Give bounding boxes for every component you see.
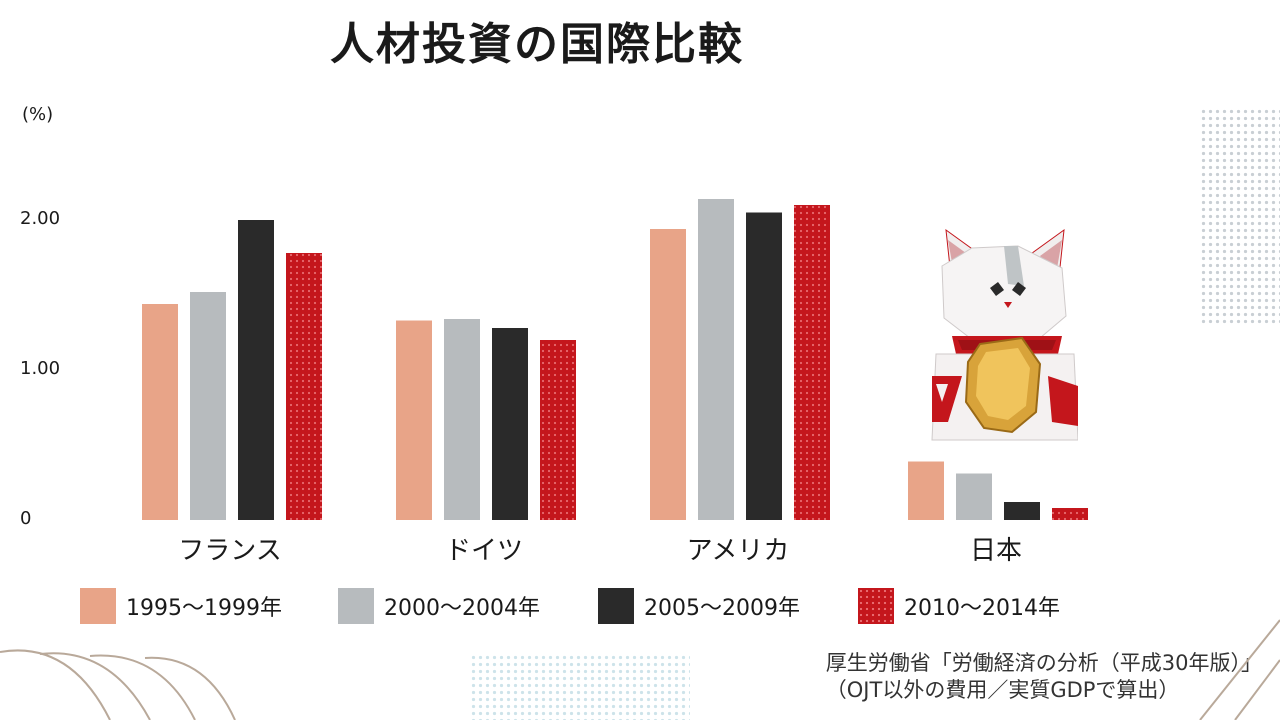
legend-label: 1995～1999年 xyxy=(126,596,282,621)
legend-item-2010-2014: 2010～2014年 xyxy=(858,588,1060,624)
category-label-usa: アメリカ xyxy=(686,536,790,566)
legend-swatch xyxy=(598,588,634,624)
decorative-dot-pattern xyxy=(1200,108,1280,324)
legend-item-1995-1999: 1995～1999年 xyxy=(80,588,282,624)
legend-item-2005-2009: 2005～2009年 xyxy=(598,588,800,624)
bar-0-1 xyxy=(190,292,226,520)
bar-0-3 xyxy=(286,253,322,520)
decorative-lines xyxy=(1199,619,1280,720)
bar-2-1 xyxy=(698,199,734,520)
decorative-arcs xyxy=(0,649,236,720)
source-note: 厚生労働省「労働経済の分析（平成30年版）」 （OJT以外の費用／実質GDPで算… xyxy=(826,650,1262,704)
bar-3-3 xyxy=(1052,508,1088,520)
bar-3-0 xyxy=(908,461,944,520)
bar-1-3 xyxy=(540,340,576,520)
bar-2-2 xyxy=(746,212,782,520)
legend-label: 2010～2014年 xyxy=(904,596,1060,621)
legend-swatch xyxy=(80,588,116,624)
source-line: （OJT以外の費用／実質GDPで算出） xyxy=(825,678,1180,702)
chart-title: 人材投資の国際比較 xyxy=(330,19,744,70)
legend-label: 2000～2004年 xyxy=(384,596,540,621)
bar-2-0 xyxy=(650,229,686,520)
decorative-dot-pattern xyxy=(470,654,690,720)
maneki-neko-icon xyxy=(931,228,1078,441)
category-label-france: フランス xyxy=(178,536,282,566)
legend-swatch xyxy=(338,588,374,624)
legend-item-2000-2004: 2000～2004年 xyxy=(338,588,540,624)
bar-3-2 xyxy=(1004,502,1040,520)
bar-0-0 xyxy=(142,304,178,520)
bar-1-2 xyxy=(492,328,528,520)
category-label-japan: 日本 xyxy=(969,536,1022,566)
y-tick-label: 2.00 xyxy=(20,208,61,229)
legend-swatch xyxy=(858,588,894,624)
y-tick-label: 0 xyxy=(20,508,32,529)
y-tick-label: 1.00 xyxy=(20,358,61,379)
bar-1-0 xyxy=(396,320,432,520)
y-axis-unit-label: (%) xyxy=(22,104,54,125)
bar-2-3 xyxy=(794,205,830,520)
bar-3-1 xyxy=(956,473,992,520)
bar-0-2 xyxy=(238,220,274,520)
category-label-germany: ドイツ xyxy=(444,536,523,566)
source-line: 厚生労働省「労働経済の分析（平成30年版）」 xyxy=(825,651,1262,675)
bar-1-1 xyxy=(444,319,480,520)
legend-label: 2005～2009年 xyxy=(644,596,800,621)
